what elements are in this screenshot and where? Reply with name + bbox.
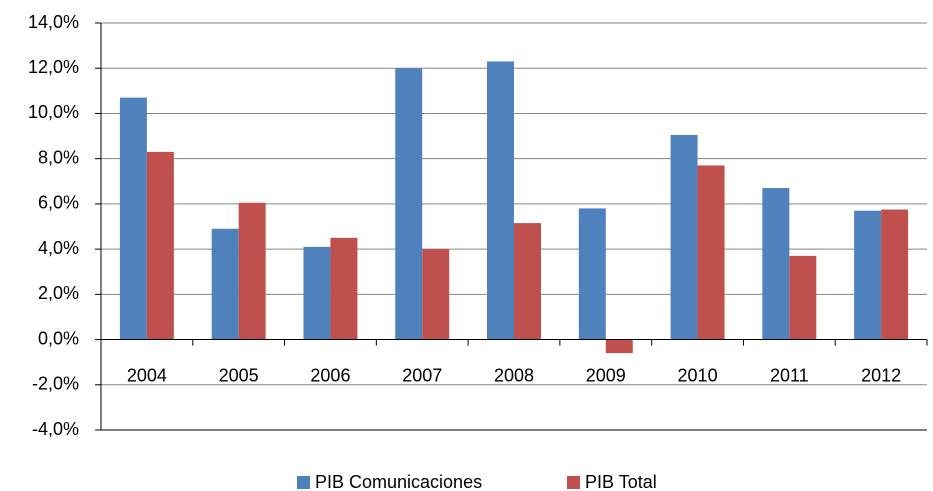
bar (395, 68, 423, 340)
y-tick-label: 10,0% (28, 102, 79, 122)
y-tick-label: 14,0% (28, 12, 79, 32)
y-tick-label: 6,0% (38, 193, 79, 213)
bar (487, 61, 514, 340)
y-tick-label: -2,0% (32, 374, 79, 394)
bar (303, 246, 331, 340)
bar (211, 228, 239, 340)
y-tick-label: 4,0% (38, 238, 79, 258)
x-tick-label: 2009 (586, 365, 626, 385)
bar (670, 134, 698, 340)
x-tick-label: 2011 (770, 365, 809, 385)
bar (119, 97, 147, 340)
bar (330, 237, 358, 340)
bar (422, 249, 450, 340)
x-tick-label: 2006 (310, 365, 350, 385)
bar (789, 255, 817, 340)
bar (238, 202, 266, 340)
y-tick-label: 2,0% (38, 283, 79, 303)
legend-label: PIB Total (585, 472, 657, 491)
x-tick-label: 2005 (219, 365, 259, 385)
y-tick-label: 8,0% (38, 147, 79, 167)
x-tick-label: 2008 (494, 365, 534, 385)
x-tick-label: 2010 (678, 365, 718, 385)
legend-swatch (567, 476, 580, 489)
x-tick-label: 2004 (127, 365, 167, 385)
legend-swatch (297, 476, 310, 489)
bar (605, 339, 633, 354)
bar (881, 209, 909, 340)
bar (697, 165, 725, 340)
bar (578, 208, 606, 340)
bar (854, 210, 882, 340)
bar (514, 223, 541, 340)
y-tick-label: 0,0% (38, 328, 79, 348)
y-tick-label: -4,0% (32, 419, 79, 439)
x-tick-label: 2012 (861, 365, 901, 385)
bar (762, 188, 790, 340)
x-tick-label: 2007 (402, 365, 442, 385)
bar (146, 151, 174, 340)
y-tick-label: 12,0% (28, 57, 79, 77)
legend-label: PIB Comunicaciones (315, 472, 482, 491)
